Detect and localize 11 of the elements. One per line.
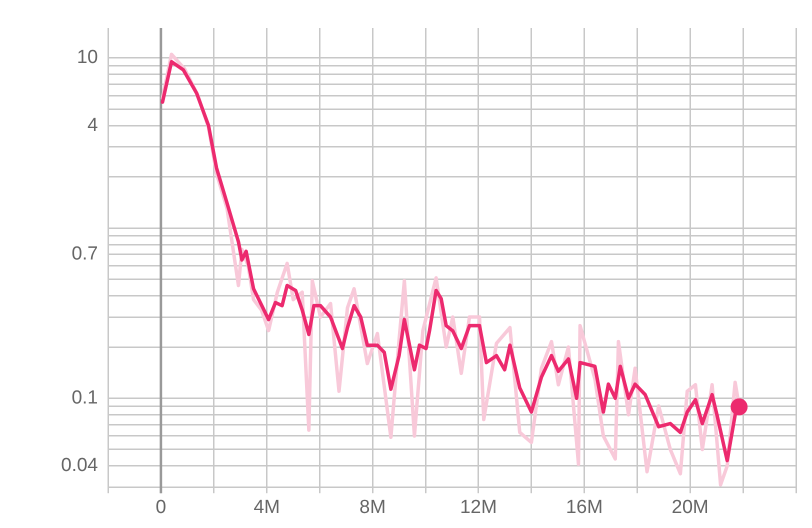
x-tick-label: 8M — [359, 496, 386, 518]
x-tick-label: 12M — [460, 496, 497, 518]
x-tick-label: 0 — [156, 496, 166, 518]
y-tick-label: 10 — [76, 47, 98, 68]
x-tick-label: 16M — [566, 496, 603, 518]
y-tick-label: 0.04 — [61, 455, 98, 476]
y-tick-label: 0.1 — [72, 387, 98, 408]
x-tick-label: 20M — [672, 496, 709, 518]
y-tick-label: 0.7 — [72, 244, 98, 265]
y-tick-label: 4 — [87, 114, 98, 136]
x-tick-label: 4M — [254, 496, 280, 518]
